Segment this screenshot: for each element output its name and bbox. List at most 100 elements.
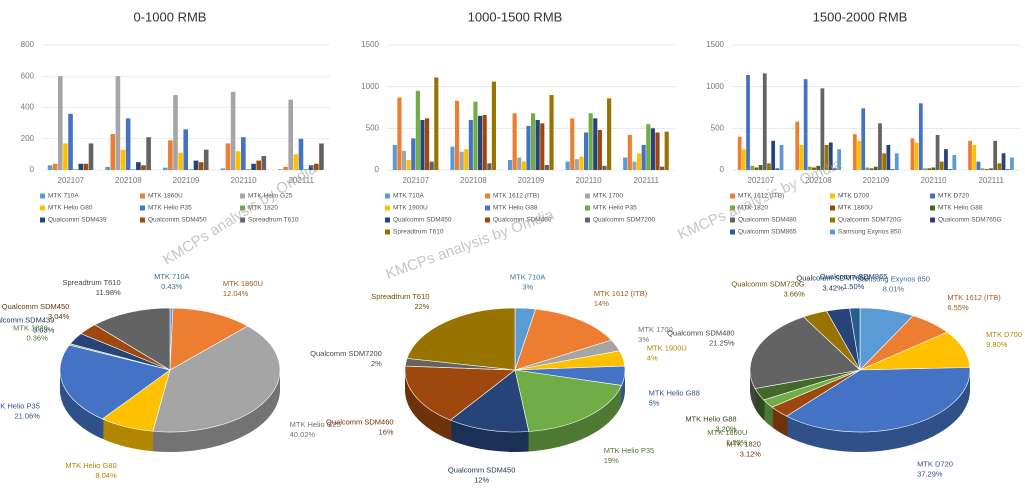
- bar: [607, 98, 612, 170]
- legend-label: Qualcomm SDM480: [738, 217, 797, 224]
- bar: [741, 149, 746, 170]
- pie-slice: [59, 344, 171, 420]
- bar: [188, 169, 194, 170]
- pie-label-name: MTK D720: [917, 460, 953, 469]
- bar: [544, 165, 549, 170]
- pie-label-value: 21.06%: [14, 412, 40, 421]
- legend-swatch: [830, 217, 835, 223]
- bar: [473, 101, 478, 170]
- bar: [319, 143, 324, 170]
- pie-label-name: Spreadtrum T610: [62, 278, 120, 287]
- pie-label-value: 3.42%: [822, 284, 844, 293]
- bar: [588, 113, 593, 170]
- y-tick-label: 600: [21, 71, 35, 80]
- bar: [952, 155, 957, 170]
- bar: [641, 145, 646, 170]
- legend-label: Qualcomm SDM460: [493, 217, 552, 224]
- bar: [878, 123, 882, 170]
- legend-swatch: [830, 193, 835, 199]
- pie-label-value: 0.43%: [161, 282, 183, 291]
- pie-label-name: Qualcomm SDM439: [0, 315, 54, 324]
- bar: [178, 152, 183, 170]
- bar: [750, 165, 755, 170]
- y-tick-label: 200: [21, 134, 35, 143]
- pie-slice: [785, 367, 971, 433]
- x-tick-label: 202111: [288, 176, 314, 185]
- bar: [602, 165, 607, 170]
- bar: [910, 138, 915, 170]
- bar: [303, 169, 309, 170]
- bar: [406, 160, 411, 170]
- bar: [570, 118, 575, 170]
- bar: [837, 149, 842, 170]
- bar: [168, 140, 173, 170]
- bar: [869, 168, 874, 170]
- bar: [1001, 153, 1006, 170]
- bar: [803, 79, 808, 170]
- bar: [464, 149, 469, 170]
- pie-label-name: MTK 1612 (ITB): [947, 293, 1001, 302]
- legend-label: MTK 1612 (ITB): [738, 193, 784, 200]
- bar: [468, 120, 473, 170]
- x-tick-label: 202107: [57, 176, 84, 185]
- bar: [1005, 169, 1010, 170]
- bar: [73, 169, 78, 170]
- bar: [521, 161, 526, 170]
- legend-label: Qualcomm SDM720G: [838, 217, 902, 224]
- pie-label-value: 40.02%: [290, 430, 316, 439]
- pie-label-value: 22%: [414, 302, 429, 311]
- pie-label-value: 3.12%: [740, 449, 762, 458]
- pie-label-name: MTK 710A: [510, 272, 545, 281]
- bar: [459, 151, 464, 170]
- bar: [517, 157, 522, 170]
- pie-label-name: Spreadtrum T610: [371, 292, 429, 301]
- x-tick-label: 202111: [978, 176, 1004, 185]
- x-tick-label: 202109: [518, 176, 545, 185]
- bar: [162, 167, 168, 170]
- y-tick-label: 1000: [361, 82, 379, 91]
- pie-label-value: 11.98%: [96, 288, 121, 297]
- bar: [890, 169, 895, 170]
- bar: [183, 129, 189, 170]
- bar: [235, 151, 241, 170]
- bar: [298, 138, 304, 170]
- bar: [886, 145, 891, 170]
- legend-swatch: [40, 205, 45, 211]
- bar: [256, 160, 262, 170]
- legend-swatch: [385, 217, 390, 223]
- bar: [136, 162, 141, 170]
- bar: [623, 157, 628, 170]
- bar: [288, 99, 294, 170]
- bar: [58, 76, 63, 170]
- bar: [861, 108, 866, 170]
- y-tick-label: 500: [711, 123, 725, 132]
- legend-label: MTK 1612 (ITB): [493, 193, 539, 200]
- pie-label-name: MTK Helio G80: [65, 461, 116, 470]
- y-tick-label: 800: [21, 40, 35, 49]
- legend-swatch: [485, 193, 490, 199]
- legend-swatch: [40, 193, 45, 199]
- bar: [737, 136, 742, 170]
- bar: [203, 149, 209, 170]
- bar: [251, 163, 256, 170]
- bar: [775, 168, 780, 170]
- bar: [549, 95, 554, 170]
- legend-label: Qualcomm SDM765G: [938, 217, 1002, 224]
- bar: [535, 120, 540, 170]
- pie-label-value: 8.01%: [883, 285, 905, 294]
- bar: [487, 163, 492, 170]
- bar: [795, 121, 800, 170]
- bar: [308, 165, 314, 170]
- bar: [225, 143, 231, 170]
- pie-label-name: Qualcomm SDM720G: [731, 280, 805, 289]
- pie-label-value: 12.04%: [223, 289, 249, 298]
- bar: [918, 103, 923, 170]
- legend-label: Qualcomm SDM865: [738, 229, 797, 236]
- bar: [655, 132, 660, 170]
- bar: [220, 168, 226, 170]
- bar: [261, 155, 267, 170]
- bar: [923, 168, 927, 170]
- bar: [914, 142, 919, 170]
- pie-label-name: MTK Helio P35: [0, 402, 40, 411]
